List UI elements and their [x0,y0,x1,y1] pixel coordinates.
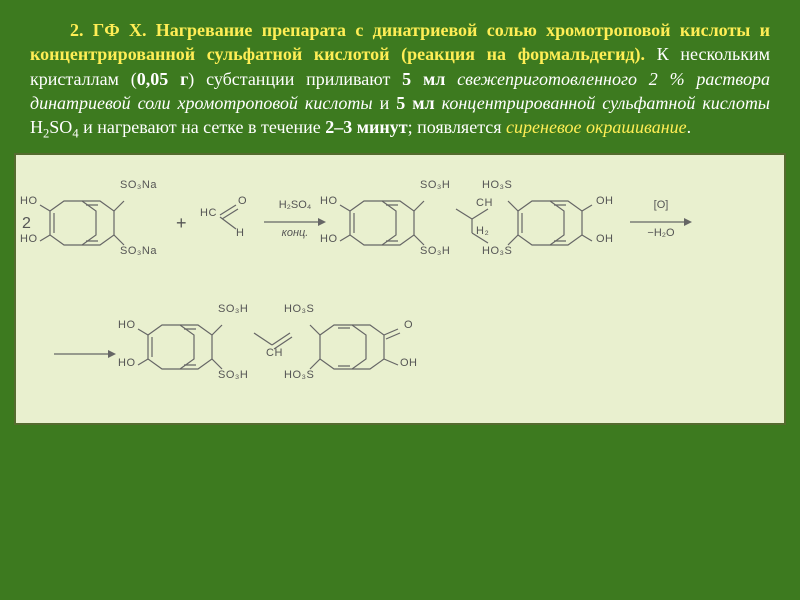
c1-ho-b: HO [118,357,136,369]
t8: концентрированной сульфатной кислоты [442,93,770,113]
t15: . [687,117,692,137]
naph-b2 [504,191,596,255]
b1-so3h-t: SO₃H [420,179,450,191]
reaction-diagram: 2 SO₃Na SO₃Na HO HO + HC O H [14,153,786,425]
c1-so3h-b: SO₃H [218,369,248,381]
slide-root: 2. ГФ X. Нагревание препарата с динатрие… [0,0,800,600]
lbl-so3na-b: SO₃Na [120,245,157,257]
b2-oh-t: OH [596,195,614,207]
t3: ) субстанции приливают [188,69,402,89]
t7: 5 мл [396,93,441,113]
c2-o-t: O [404,319,413,331]
b2-oh-b: OH [596,233,614,245]
c2-ho3s-t: HO₃S [284,303,314,315]
lbl-so3na-t: SO₃Na [120,179,157,191]
t2: 0,05 г [137,69,189,89]
coef-2: 2 [22,215,31,233]
t6: и [373,93,397,113]
lbl-ho-b: HO [20,233,38,245]
fa-o: O [238,195,247,207]
c1-so3h-t: SO₃H [218,303,248,315]
b2-ho3s-b: HO₃S [482,245,512,257]
t12: 2–3 минут [325,117,407,137]
t4: 5 мл [402,69,445,89]
t10: SO [49,117,72,137]
fa-hc: HC [200,207,217,219]
naph-c1 [134,315,226,379]
lbl-ho-t: HO [20,195,38,207]
arrow-3 [52,347,118,361]
t9: H [30,117,43,137]
naph-a [36,191,128,255]
arrow2-top: [O] [636,199,686,211]
plus-1: + [176,213,187,234]
b1-ho-t: HO [320,195,338,207]
c2-oh-b: OH [400,357,418,369]
b1-ho-b: HO [320,233,338,245]
b2-ho3s-t: HO₃S [482,179,512,191]
c2-ho3s-b: HO₃S [284,369,314,381]
bridge2-ch: CH [266,347,283,359]
bridge-h2-bot: H₂ [476,225,489,237]
arrow2-bot: −H₂O [632,227,690,239]
naph-b1 [336,191,428,255]
naph-c2 [306,315,410,379]
t13: ; появляется [408,117,506,137]
body-paragraph: 2. ГФ X. Нагревание препарата с динатрие… [0,0,800,153]
b1-so3h-b: SO₃H [420,245,450,257]
fa-h: H [236,227,244,239]
c1-ho-t: HO [118,319,136,331]
t14: сиреневое окрашивание [506,117,687,137]
arrow1-bot: конц. [266,227,324,239]
arrow1-top: H₂SO₄ [266,199,324,211]
t11: и нагревают на сетке в течение [79,117,326,137]
bridge-ch-top: CH [476,197,493,209]
